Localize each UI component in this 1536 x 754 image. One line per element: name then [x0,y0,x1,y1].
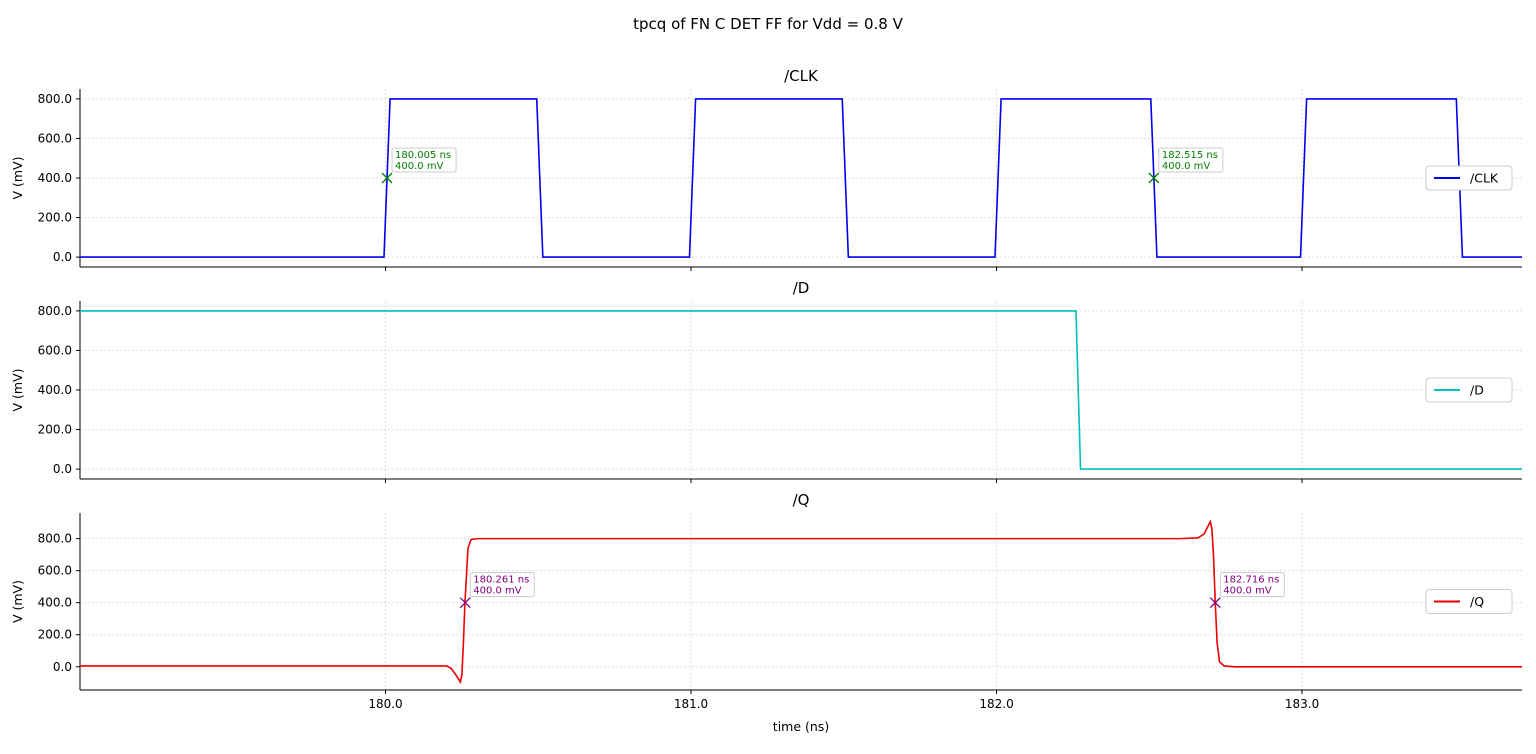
y-tick-label: 0.0 [53,250,72,264]
annotation-marker [459,597,471,609]
panel-1: 0.0 200.0 400.0 600.0 800.0/CLK V (mV) 180.005… [10,67,1522,271]
annotation-label: 400.0 mV [1162,161,1211,172]
y-tick-label: 0.0 [53,462,72,476]
annotation-box [1158,147,1224,173]
y-tick-label: 600.0 [38,343,72,357]
panel-3: 0.0 200.0 400.0 600.0 800.0 180.0 181.0 182.0 18… [10,491,1522,711]
annotation-marker [1148,172,1160,184]
y-tick-label: 0.0 [53,660,72,674]
annotation-box [469,572,535,598]
y-tick-label: 600.0 [38,564,72,578]
x-tick-label: 180.0 [368,697,402,711]
panel-2: 0.0 200.0 400.0 600.0 800.0/D V (mV) /D [10,279,1522,483]
series-line [80,519,1522,685]
annotation-label: 182.515 ns [1162,150,1218,161]
y-tick-label: 200.0 [38,211,72,225]
annotation-label: 180.005 ns [395,150,451,161]
annotation-box [391,147,457,173]
legend-box [1425,165,1513,191]
annotation-label: 400.0 mV [395,161,444,172]
y-tick-label: 800.0 [38,92,72,106]
series-line [80,310,1522,470]
y-tick-label: 800.0 [38,532,72,546]
x-axis-label: time (ns) [773,719,829,734]
panel-title: /D [793,279,810,297]
legend-box [1425,377,1513,403]
annotation-marker [1209,597,1221,609]
series-line [80,98,1522,258]
x-tick-label: 181.0 [674,697,708,711]
annotation-label: 182.716 ns [1223,575,1279,586]
y-axis-label: V (mV) [10,580,25,623]
y-tick-label: 200.0 [38,423,72,437]
figure-title: tpcq of FN C DET FF for Vdd = 0.8 V [633,15,903,33]
x-tick-label: 182.0 [979,697,1013,711]
y-tick-label: 400.0 [38,171,72,185]
y-tick-label: 200.0 [38,628,72,642]
y-axis-label: V (mV) [10,368,25,411]
panel-title: /Q [793,491,810,509]
legend-label: /CLK [1470,171,1499,186]
y-axis-label: V (mV) [10,156,25,199]
y-tick-label: 600.0 [38,131,72,145]
panel-title: /CLK [784,67,819,85]
legend-label: /D [1470,383,1484,398]
x-tick-label: 183.0 [1285,697,1319,711]
y-tick-label: 800.0 [38,304,72,318]
y-tick-label: 400.0 [38,383,72,397]
legend-label: /Q [1470,594,1484,609]
annotation-label: 400.0 mV [473,586,522,597]
annotation-label: 400.0 mV [1223,586,1272,597]
annotation-marker [381,172,393,184]
annotation-label: 180.261 ns [473,575,529,586]
y-tick-label: 400.0 [38,596,72,610]
annotation-box [1219,572,1285,598]
legend-box [1425,589,1513,614]
